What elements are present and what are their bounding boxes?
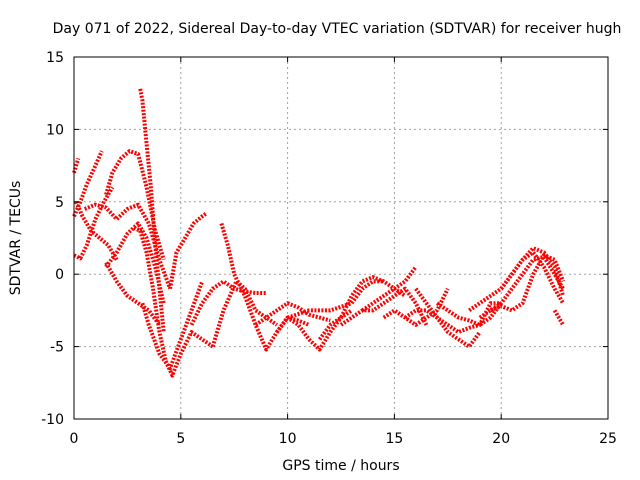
series-track-3 xyxy=(73,186,115,261)
series-track-22 xyxy=(382,287,450,327)
y-tick-label: -10 xyxy=(41,412,64,428)
series-track-12 xyxy=(168,211,208,290)
series-track-21 xyxy=(361,265,418,313)
series-track-19 xyxy=(317,275,407,341)
series-track-30 xyxy=(552,309,565,326)
x-axis-label: GPS time / hours xyxy=(282,458,399,474)
series-track-28 xyxy=(489,253,565,313)
axis-ticks: 0 5 10 15 20 25 -10 -5 0 5 10 15 xyxy=(41,50,617,447)
series-track-24 xyxy=(414,287,482,349)
series-track-7 xyxy=(104,221,166,304)
series-track-10 xyxy=(132,226,214,378)
series-track-27 xyxy=(478,254,565,320)
series-track-6 xyxy=(83,202,172,290)
y-tick-label: 15 xyxy=(46,50,64,66)
x-tick-label: 15 xyxy=(385,431,403,447)
series-track-23 xyxy=(403,301,502,335)
series-track-4 xyxy=(74,200,119,261)
y-tick-label: 0 xyxy=(55,267,64,283)
series-track-14 xyxy=(210,279,279,348)
data-series xyxy=(72,88,566,378)
series-track-11 xyxy=(140,280,205,371)
series-track-25 xyxy=(435,301,503,327)
y-tick-label: 10 xyxy=(46,122,64,138)
series-track-15 xyxy=(219,222,310,352)
series-track-26 xyxy=(468,246,566,313)
x-tick-label: 25 xyxy=(599,431,617,447)
series-track-13 xyxy=(189,279,267,326)
series-track-16 xyxy=(254,301,331,327)
plot-frame xyxy=(73,56,609,420)
series-track-1 xyxy=(72,157,81,174)
grid xyxy=(74,57,608,419)
x-tick-label: 5 xyxy=(176,431,185,447)
series-track-8 xyxy=(104,261,162,327)
series-track-29 xyxy=(499,250,565,305)
chart-title: Day 071 of 2022, Sidereal Day-to-day VTE… xyxy=(53,21,622,37)
series-track-9 xyxy=(138,88,166,333)
x-tick-label: 20 xyxy=(492,431,510,447)
x-tick-label: 0 xyxy=(70,431,79,447)
y-tick-label: 5 xyxy=(55,195,64,211)
x-tick-label: 10 xyxy=(279,431,297,447)
series-track-20 xyxy=(339,286,429,327)
y-tick-label: -5 xyxy=(50,340,64,356)
series-track-5 xyxy=(104,149,166,261)
y-axis-label: SDTVAR / TECUs xyxy=(8,181,24,296)
series-track-18 xyxy=(286,279,384,320)
